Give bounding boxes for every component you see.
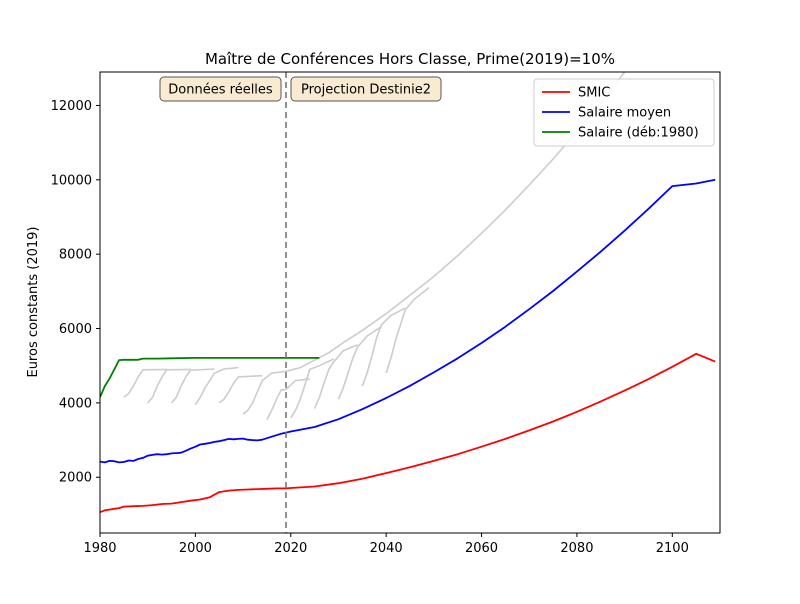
- y-axis: 2000 4000 6000 8000 10000 12000: [51, 99, 100, 486]
- legend: SMIC Salaire moyen Salaire (déb:1980): [533, 78, 715, 147]
- background-career-line: [385, 286, 430, 374]
- x-axis: 1980 2000 2020 2040 2060 2080 2100: [83, 533, 689, 556]
- y-tick-label: 6000: [59, 322, 92, 337]
- background-career-line: [313, 344, 358, 409]
- legend-label: Salaire (déb:1980): [578, 126, 699, 141]
- x-tick-label: 2080: [560, 541, 593, 556]
- background-career-line: [285, 72, 626, 373]
- background-career-line: [170, 368, 215, 404]
- background-career-line: [242, 370, 287, 415]
- x-tick-label: 1980: [83, 541, 116, 556]
- annotation-real-data-label: Données réelles: [168, 83, 273, 98]
- annotation-box: [290, 76, 442, 102]
- annotation-projection-label: Projection Destinie2: [301, 83, 431, 98]
- y-tick-label: 10000: [51, 173, 92, 188]
- background-career-line: [218, 374, 263, 404]
- series-line-salaire-moyen: [100, 178, 716, 464]
- x-tick-label: 2040: [370, 541, 403, 556]
- annotation-box: [159, 76, 282, 102]
- y-tick-label: 4000: [59, 396, 92, 411]
- y-axis-label: Euros constants (2019): [26, 226, 41, 377]
- y-tick-label: 8000: [59, 248, 92, 263]
- background-career-line: [147, 368, 191, 404]
- x-tick-label: 2020: [274, 541, 307, 556]
- legend-label: Salaire moyen: [578, 106, 671, 121]
- x-tick-label: 2100: [656, 541, 689, 556]
- plot-area: [100, 72, 716, 514]
- plot-frame: [99, 71, 721, 534]
- y-tick-label: 12000: [51, 99, 92, 114]
- chart-title: Maître de Conférences Hors Classe, Prime…: [205, 50, 615, 68]
- legend-box: [533, 78, 715, 147]
- x-tick-label: 2060: [465, 541, 498, 556]
- background-career-line: [266, 378, 310, 420]
- y-tick-label: 2000: [59, 471, 92, 486]
- background-career-line: [123, 368, 167, 398]
- series-line-salaire-d-b-1980: [100, 357, 320, 398]
- annotation-projection: Projection Destinie2: [290, 76, 442, 102]
- annotation-real-data: Données réelles: [159, 76, 282, 102]
- background-career-line: [337, 326, 382, 400]
- x-tick-label: 2000: [179, 541, 212, 556]
- legend-label: SMIC: [578, 86, 610, 101]
- background-career-line: [194, 366, 239, 406]
- background-career-line: [361, 307, 406, 387]
- series-line-smic: [100, 352, 716, 514]
- background-career-line: [290, 358, 335, 419]
